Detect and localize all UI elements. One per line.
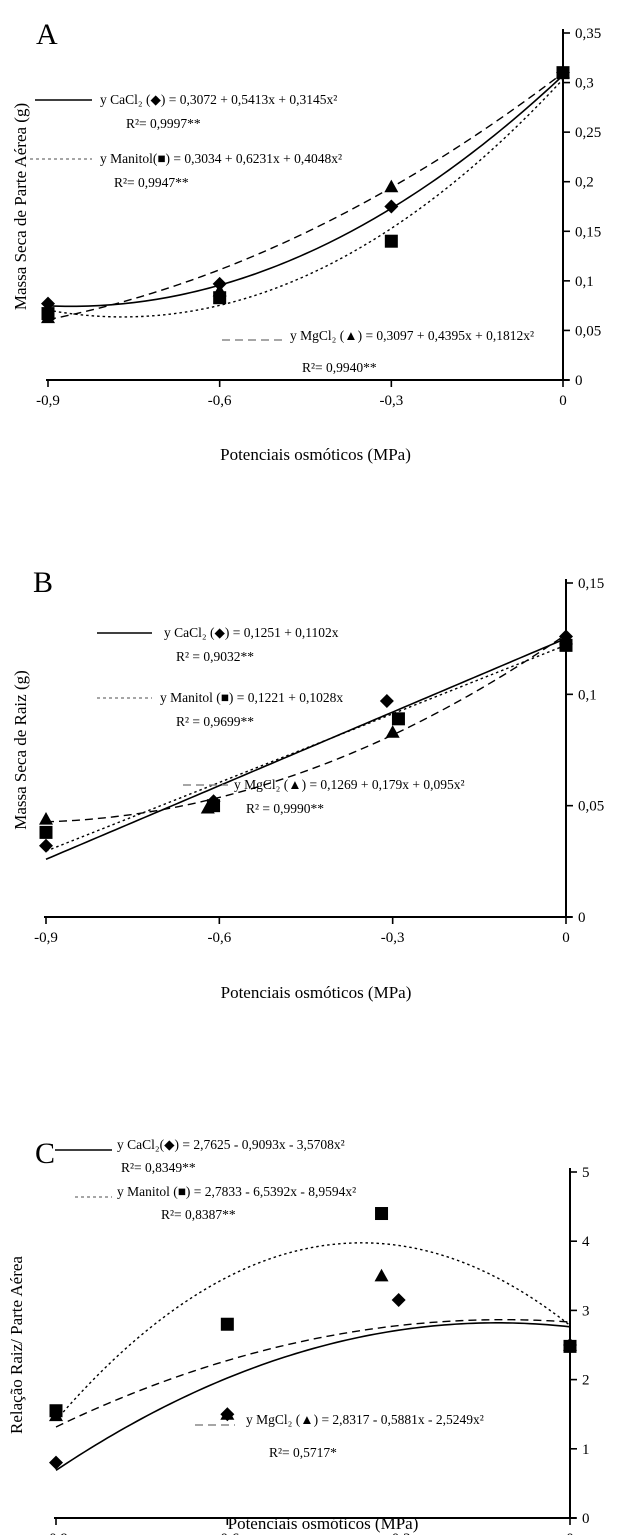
chart-panel-a: A -0,9 -0,6 -0,3 00 0,05 0,1 0,15 0,2 0,25 0,3 0,35… [11, 18, 601, 464]
y-tick-label: 0 [575, 373, 583, 389]
r2-label: R²= 0,8387** [161, 1207, 236, 1222]
triangle-marker [384, 179, 399, 193]
x-tick-label: -0,9 [44, 1531, 68, 1535]
fit-curve-dotted [55, 1242, 571, 1421]
triangle-marker [559, 631, 573, 645]
panel-label: A [36, 18, 58, 51]
equation-label: y MgCl₂ (▲) = 0,3097 + 0,4395x + 0,1812x… [290, 328, 534, 343]
r2-label: R²= 0,5717* [269, 1445, 337, 1460]
y-tick-label: 4 [582, 1234, 590, 1250]
y-tick-label: 2 [582, 1373, 590, 1389]
series-triangle [39, 631, 573, 825]
y-tick-label: 0,25 [575, 125, 601, 141]
x-tick-label: -0,9 [34, 930, 58, 946]
triangle-marker [41, 310, 55, 324]
x-tick-label: 0 [566, 1531, 574, 1535]
triangle-marker [385, 725, 400, 738]
fit-curve-dashed [55, 1318, 571, 1428]
x-tick-label: -0,6 [207, 930, 231, 946]
y-tick-label: 0,05 [578, 799, 604, 815]
fit-curve-dashed [47, 72, 564, 321]
diamond-marker [49, 1455, 63, 1470]
diamond-marker [391, 1293, 406, 1308]
r2-label: R²= 0,9940** [302, 360, 377, 375]
y-tick-label: 0,1 [578, 687, 597, 703]
square-marker [375, 1207, 389, 1221]
y-tick-label: 3 [582, 1303, 590, 1319]
y-axis-label: Massa Seca de Raiz (g) [11, 670, 30, 830]
panel-label: B [33, 566, 53, 599]
fit-curve-solid [45, 637, 567, 861]
square-marker [384, 234, 398, 248]
x-tick-label: -0,3 [387, 1531, 411, 1535]
x-tick-label: -0,3 [381, 930, 405, 946]
x-axis-label: Potenciais osmóticos (MPa) [221, 983, 412, 1002]
y-tick-label: 0 [578, 910, 586, 926]
equation-label: y Manitol (■) = 0,1221 + 0,1028x [160, 690, 343, 705]
diamond-marker [39, 838, 53, 853]
x-tick-label: 0 [562, 930, 570, 946]
series-square [49, 1207, 577, 1421]
x-tick-label: -0,3 [379, 393, 403, 409]
fit-curve-dashed [45, 633, 567, 823]
x-axis-label: Potenciais osmóticos (MPa) [220, 445, 411, 464]
triangle-marker [563, 1338, 577, 1351]
square-marker [39, 825, 53, 839]
triangle-marker [374, 1268, 389, 1282]
square-marker [220, 1317, 234, 1331]
panel-label: C [35, 1137, 55, 1170]
equation-label: y Manitol(■) = 0,3034 + 0,6231x + 0,4048… [100, 151, 342, 166]
x-axis-label: Potenciais osmóticos (MPa) [228, 1514, 419, 1533]
r2-label: R²= 0,9947** [114, 175, 189, 190]
diamond-marker [384, 199, 399, 214]
equation-label: y Manitol (■) = 2,7833 - 6,5392x - 8,959… [117, 1184, 356, 1199]
y-tick-label: 5 [582, 1165, 590, 1181]
y-tick-label: 0,1 [575, 274, 594, 290]
fit-curve-solid [47, 74, 564, 308]
r2-label: R²= 0,9997** [126, 116, 201, 131]
y-tick-label: 0,35 [575, 26, 601, 42]
diamond-marker [379, 694, 394, 709]
y-tick-label: 0,2 [575, 175, 594, 191]
triangle-marker [49, 1408, 63, 1422]
series-square [39, 638, 573, 852]
y-tick-label: 0,3 [575, 76, 594, 92]
y-tick-label: 0,15 [575, 224, 601, 240]
triangle-marker [220, 1407, 235, 1420]
y-tick-label: 1 [582, 1442, 590, 1458]
equation-label: y MgCl₂ (▲) = 2,8317 - 0,5881x - 2,5249x… [246, 1412, 484, 1427]
chart-panel-c: C -0,9 -0,6 -0,3 0 0 1 2 3 4 5 Relação Raiz/ Parte … [7, 1137, 590, 1535]
equation-label: y CaCl₂ (◆) = 0,1251 + 0,1102x [164, 625, 339, 640]
series-triangle [41, 65, 570, 324]
x-tick-label: -0,6 [208, 393, 232, 409]
series-diamond [39, 629, 573, 861]
x-tick-label: -0,9 [36, 393, 60, 409]
equation-label: y CaCl₂(◆) = 2,7625 - 0,9093x - 3,5708x² [117, 1137, 345, 1152]
y-tick-label: 0 [582, 1511, 590, 1527]
r2-label: R² = 0,9699** [176, 714, 254, 729]
x-tick-label: 0 [559, 393, 567, 409]
equation-label: y MgCl₂ (▲) = 0,1269 + 0,179x + 0,095x² [234, 777, 465, 792]
r2-label: R² = 0,9032** [176, 649, 254, 664]
triangle-marker [556, 65, 570, 79]
x-tick-label: -0,6 [215, 1531, 239, 1535]
y-tick-label: 0,05 [575, 323, 601, 339]
fit-curve-solid [55, 1322, 571, 1472]
square-marker [391, 712, 405, 726]
triangle-marker [200, 800, 215, 814]
equation-label: y CaCl₂ (◆) = 0,3072 + 0,5413x + 0,3145x… [100, 92, 337, 107]
r2-label: R² = 0,9990** [246, 801, 324, 816]
y-axis-label: Massa Seca de Parte Aérea (g) [11, 103, 30, 310]
triangle-marker [39, 812, 53, 825]
y-tick-label: 0,15 [578, 576, 604, 592]
series-triangle [49, 1268, 577, 1428]
y-axis-label: Relação Raiz/ Parte Aérea [7, 1256, 26, 1434]
chart-panel-b: B -0,9 -0,6 -0,3 00 0,05 0,1 0,15 Massa Seca de … [11, 566, 604, 1002]
fit-curve-dotted [47, 78, 564, 318]
triangle-marker [212, 283, 227, 297]
r2-label: R²= 0,8349** [121, 1160, 196, 1175]
